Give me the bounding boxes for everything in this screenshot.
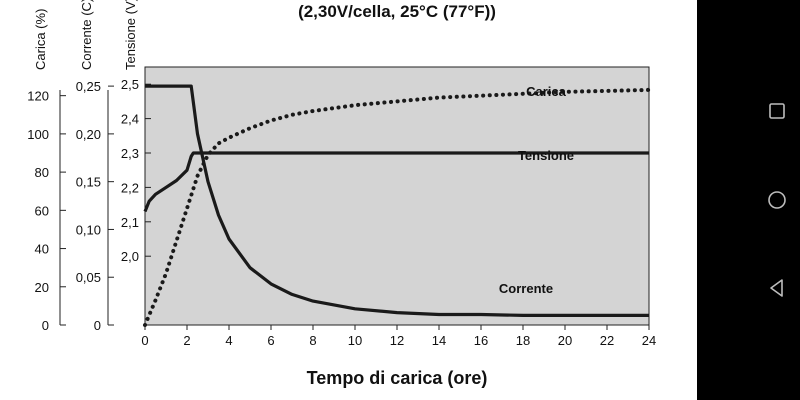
chart-title: (2,30V/cella, 25°C (77°F)) (298, 2, 496, 21)
x-tick-label: 10 (348, 333, 362, 348)
y-tick-label: 40 (35, 242, 49, 257)
x-tick-label: 18 (516, 333, 530, 348)
home-button[interactable] (761, 184, 793, 216)
y-tick-label: 2,2 (121, 180, 139, 195)
y-tick-label: 120 (27, 89, 49, 104)
series-labels: Carica Tensione Corrente (499, 84, 574, 296)
x-tick-label: 20 (558, 333, 572, 348)
y-tick-label: 20 (35, 280, 49, 295)
y-tick-label: 2,0 (121, 249, 139, 264)
y-tick-label: 0,25 (76, 79, 101, 94)
y-tick-label: 0 (42, 318, 49, 333)
x-tick-label: 0 (141, 333, 148, 348)
series-line-corrente (145, 84, 649, 317)
x-tick-label: 2 (183, 333, 190, 348)
circle-icon (768, 191, 786, 209)
x-axis: 0 2 4 6 8 10 12 14 16 18 20 22 24 (141, 325, 656, 348)
y-axis-title: Tensione (V) (123, 0, 138, 70)
y-tick-label: 60 (35, 203, 49, 218)
series-label-tensione: Tensione (518, 148, 574, 163)
x-tick-label: 4 (225, 333, 232, 348)
triangle-back-icon (770, 279, 783, 297)
x-tick-label: 8 (309, 333, 316, 348)
y-tick-label: 0 (94, 318, 101, 333)
y-tick-label: 0,10 (76, 222, 101, 237)
charge-chart: (2,30V/cella, 25°C (77°F)) 0204060801001… (27, 0, 656, 388)
document-page: (2,30V/cella, 25°C (77°F)) 0 20 40 60 80 100 1… (0, 0, 697, 400)
y-axis-title: Corrente (C) (79, 0, 94, 70)
y-tick-label: 2,5 (121, 77, 139, 92)
square-icon (769, 103, 785, 119)
series-lines (143, 84, 651, 327)
series-line-carica (143, 87, 651, 327)
y-tick-label: 2,3 (121, 146, 139, 161)
y-axis-current: 0 0,05 0,10 0,15 0,20 0,25 Corrente (C) (76, 0, 114, 333)
recent-apps-button[interactable] (761, 95, 793, 127)
y-tick-label: 100 (27, 127, 49, 142)
series-line-tensione (143, 151, 649, 213)
x-tick-label: 22 (600, 333, 614, 348)
y-axes: 0 20 40 60 80 100 120 Carica (%) 0 0,05 0,10 0,15 0,… (27, 0, 151, 333)
back-button[interactable] (761, 272, 793, 304)
y-tick-label: 80 (35, 165, 49, 180)
y-axis-voltage: 2,0 2,1 2,2 2,3 2,4 2,5 Tensione (V) (121, 0, 151, 264)
x-tick-label: 12 (390, 333, 404, 348)
series-label-corrente: Corrente (499, 281, 553, 296)
y-tick-label: 2,1 (121, 215, 139, 230)
y-axis-title: Carica (%) (33, 9, 48, 70)
x-tick-label: 6 (267, 333, 274, 348)
y-tick-label: 2,4 (121, 112, 139, 127)
x-tick-label: 24 (642, 333, 656, 348)
series-label-carica: Carica (526, 84, 567, 99)
x-axis-title: Tempo di carica (ore) (307, 368, 488, 388)
y-tick-label: 0,15 (76, 175, 101, 190)
x-tick-label: 14 (432, 333, 446, 348)
y-axis-charge: 0 20 40 60 80 100 120 Carica (%) (27, 9, 66, 333)
plot-area (144, 66, 650, 326)
android-nav-bar (753, 0, 800, 400)
x-tick-label: 16 (474, 333, 488, 348)
y-tick-label: 0,20 (76, 127, 101, 142)
y-tick-label: 0,05 (76, 270, 101, 285)
